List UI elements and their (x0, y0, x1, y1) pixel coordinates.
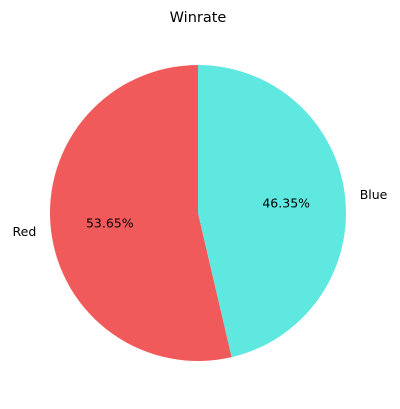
slice-percent-red: 53.65% (86, 216, 134, 231)
pie-labels: Red 53.65% Blue 46.35% (13, 187, 388, 239)
slice-label-blue: Blue (360, 187, 388, 202)
pie-slice-red (49, 65, 232, 361)
chart-title: Winrate (170, 10, 227, 26)
pie-slices (49, 65, 346, 361)
pie-slice-blue (198, 65, 346, 358)
slice-percent-blue: 46.35% (262, 195, 310, 210)
slice-label-red: Red (13, 224, 37, 239)
